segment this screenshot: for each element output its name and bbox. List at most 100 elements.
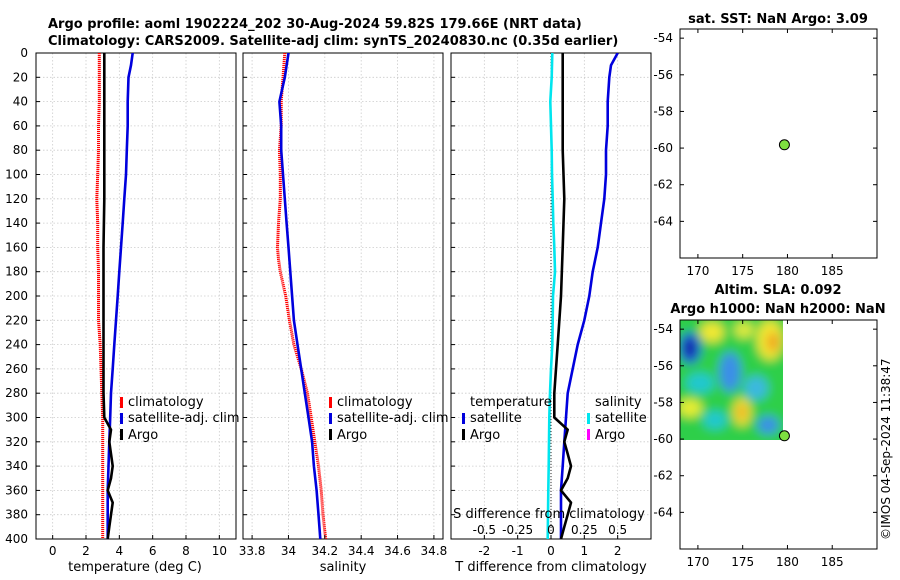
y-tick-label: -56	[653, 68, 673, 82]
legend-swatch-t-satellite	[462, 413, 465, 424]
secondary-x-tick-label: 0.25	[571, 523, 598, 537]
y-tick-label: 200	[5, 289, 28, 303]
legend-title-temperature: temperature	[470, 395, 552, 410]
temperature-axes-box	[35, 52, 237, 540]
x-tick-label: 2	[614, 544, 622, 558]
x-tick-label: 34.4	[348, 544, 375, 558]
y-tick-label: 60	[13, 119, 28, 133]
temperature-panel: 0204060801001201401601802002202402602803…	[5, 46, 240, 575]
y-tick-label: 80	[13, 143, 28, 157]
figure-title: Argo profile: aoml 1902224_202 30-Aug-20…	[48, 17, 582, 32]
legend-swatch-argo	[329, 429, 332, 440]
y-tick-label: -54	[653, 31, 673, 45]
series-line-t-satellite	[559, 53, 619, 539]
sst-map-axes-box	[679, 28, 878, 259]
series-line-satellite-adj-clim	[106, 53, 134, 539]
y-tick-label: 320	[5, 435, 28, 449]
y-tick-label: 140	[5, 216, 28, 230]
secondary-x-tick-label: 0	[547, 523, 555, 537]
legend-climatology: climatology	[128, 395, 204, 410]
x-tick-label: 6	[149, 544, 157, 558]
salinity-panel: 33.8 34 34.2 34.4 34.6 34.8 salinity climatol…	[239, 52, 449, 575]
legend-swatch-satellite	[329, 413, 332, 424]
y-tick-label: 180	[5, 265, 28, 279]
sla-heatmap	[680, 320, 783, 440]
legend-title-salinity: salinity	[595, 395, 642, 410]
y-tick-label: -54	[653, 322, 673, 336]
y-tick-label: 360	[5, 483, 28, 497]
x-tick-label: 170	[686, 555, 709, 569]
legend-swatch-climatology	[120, 397, 123, 408]
x-tick-label: 34.6	[384, 544, 411, 558]
y-tick-label: -62	[653, 178, 673, 192]
legend-swatch-s-satellite	[587, 413, 590, 424]
secondary-x-tick-label: -0.5	[473, 523, 496, 537]
x-tick-label: 185	[821, 264, 844, 278]
legend-swatch-argo	[120, 429, 123, 440]
y-tick-label: -60	[653, 141, 673, 155]
y-tick-label: 340	[5, 459, 28, 473]
sla-map-panel: Altim. SLA: 0.092 Argo h1000: NaN h2000:…	[653, 283, 885, 569]
x-tick-label: 0	[49, 544, 57, 558]
series-line-satellite-adj-clim	[278, 53, 322, 539]
sst-map-panel: sat. SST: NaN Argo: 3.09 170 175 180 185 -54…	[653, 12, 878, 278]
y-tick-label: 100	[5, 168, 28, 182]
y-tick-label: 240	[5, 338, 28, 352]
y-tick-label: -56	[653, 359, 673, 373]
series-line-s-satellite	[546, 53, 557, 539]
y-tick-label: 160	[5, 240, 28, 254]
x-tick-label: 175	[731, 264, 754, 278]
y-tick-label: 120	[5, 192, 28, 206]
sst-map-title: sat. SST: NaN Argo: 3.09	[688, 12, 868, 27]
legend-swatch-t-argo	[462, 429, 465, 440]
legend-argo: Argo	[337, 428, 367, 443]
legend-argo: Argo	[128, 428, 158, 443]
legend-swatch-satellite	[120, 413, 123, 424]
salinity-legend: climatology satellite-adj. clim Argo	[329, 395, 449, 443]
x-tick-label: 8	[182, 544, 190, 558]
difference-xlabel: T difference from climatology	[454, 560, 647, 575]
legend-swatch-climatology	[329, 397, 332, 408]
x-tick-label: 34	[281, 544, 296, 558]
series-line-argo	[102, 53, 114, 539]
x-tick-label: 33.8	[239, 544, 266, 558]
series-line-t-argo	[552, 53, 573, 539]
sla-map-title: Altim. SLA: 0.092	[715, 283, 842, 298]
sla-map-subtitle: Argo h1000: NaN h2000: NaN	[670, 302, 885, 317]
x-tick-label: 185	[821, 555, 844, 569]
legend-s-satellite: satellite	[595, 411, 647, 426]
y-tick-label: 400	[5, 532, 28, 546]
x-tick-label: 175	[731, 555, 754, 569]
series-line-climatology	[95, 53, 105, 539]
y-tick-label: 260	[5, 362, 28, 376]
legend-satellite: satellite-adj. clim	[337, 411, 449, 426]
x-tick-label: -1	[512, 544, 524, 558]
credit-text: ©IMOS 04-Sep-2024 11:38:47	[879, 358, 893, 540]
y-tick-label: -64	[653, 214, 673, 228]
argo-position-marker	[778, 430, 790, 442]
legend-t-satellite: satellite	[470, 411, 522, 426]
x-tick-label: 1	[581, 544, 589, 558]
x-tick-label: 180	[776, 555, 799, 569]
y-tick-label: -64	[653, 505, 673, 519]
y-tick-label: 20	[13, 70, 28, 84]
temperature-legend: climatology satellite-adj. clim Argo	[120, 395, 240, 443]
x-tick-label: 170	[686, 264, 709, 278]
difference-panel: -2 -1 0 1 2 -0.5 -0.25 0 0.25 0.5 T difference fr…	[450, 52, 652, 575]
x-tick-label: 2	[82, 544, 90, 558]
legend-satellite: satellite-adj. clim	[128, 411, 240, 426]
temperature-xlabel: temperature (deg C)	[68, 560, 202, 575]
salinity-axes-box	[242, 52, 444, 540]
y-tick-label: 220	[5, 313, 28, 327]
y-tick-label: -58	[653, 395, 673, 409]
legend-t-argo: Argo	[470, 428, 500, 443]
x-tick-label: 34.2	[311, 544, 338, 558]
x-tick-label: -2	[478, 544, 490, 558]
y-tick-label: 280	[5, 386, 28, 400]
secondary-x-tick-label: -0.25	[502, 523, 533, 537]
figure-subtitle: Climatology: CARS2009. Satellite-adj cli…	[48, 34, 618, 49]
y-tick-label: -58	[653, 104, 673, 118]
secondary-x-tick-label: 0.5	[608, 523, 627, 537]
difference-secondary-xlabel: S difference from climatology	[453, 507, 645, 522]
